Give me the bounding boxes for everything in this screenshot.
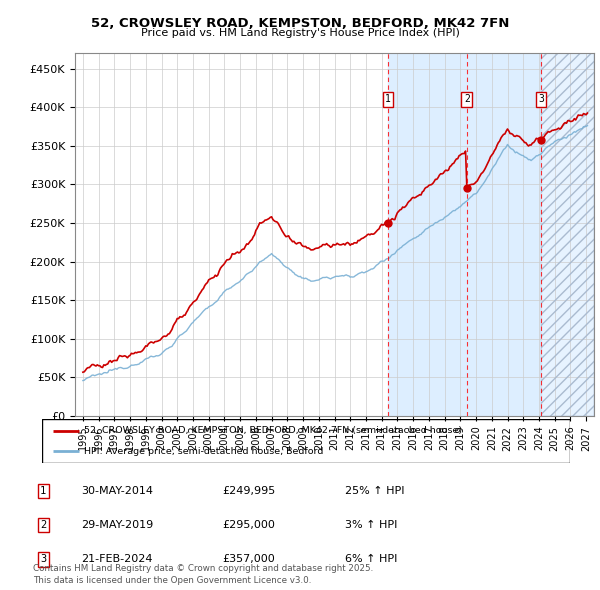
Text: £295,000: £295,000 <box>222 520 275 530</box>
Text: 1: 1 <box>40 486 46 496</box>
Text: 3% ↑ HPI: 3% ↑ HPI <box>345 520 397 530</box>
Text: 29-MAY-2019: 29-MAY-2019 <box>81 520 153 530</box>
Text: 2: 2 <box>40 520 46 530</box>
Text: Price paid vs. HM Land Registry's House Price Index (HPI): Price paid vs. HM Land Registry's House … <box>140 28 460 38</box>
Bar <box>467 53 541 416</box>
Text: 6% ↑ HPI: 6% ↑ HPI <box>345 555 397 564</box>
Text: 52, CROWSLEY ROAD, KEMPSTON, BEDFORD, MK42 7FN: 52, CROWSLEY ROAD, KEMPSTON, BEDFORD, MK… <box>91 17 509 30</box>
Text: 21-FEB-2024: 21-FEB-2024 <box>81 555 152 564</box>
Bar <box>541 53 594 416</box>
Text: 3: 3 <box>40 555 46 564</box>
Bar <box>388 53 467 416</box>
Text: HPI: Average price, semi-detached house, Bedford: HPI: Average price, semi-detached house,… <box>84 447 323 455</box>
Text: 30-MAY-2014: 30-MAY-2014 <box>81 486 153 496</box>
Text: £249,995: £249,995 <box>222 486 275 496</box>
Text: 52, CROWSLEY ROAD, KEMPSTON, BEDFORD, MK42 7FN (semi-detached house): 52, CROWSLEY ROAD, KEMPSTON, BEDFORD, MK… <box>84 427 463 435</box>
Text: 2: 2 <box>464 94 470 104</box>
Text: Contains HM Land Registry data © Crown copyright and database right 2025.
This d: Contains HM Land Registry data © Crown c… <box>33 565 373 585</box>
Text: 3: 3 <box>538 94 544 104</box>
Text: 25% ↑ HPI: 25% ↑ HPI <box>345 486 404 496</box>
Text: £357,000: £357,000 <box>222 555 275 564</box>
Text: 1: 1 <box>385 94 391 104</box>
